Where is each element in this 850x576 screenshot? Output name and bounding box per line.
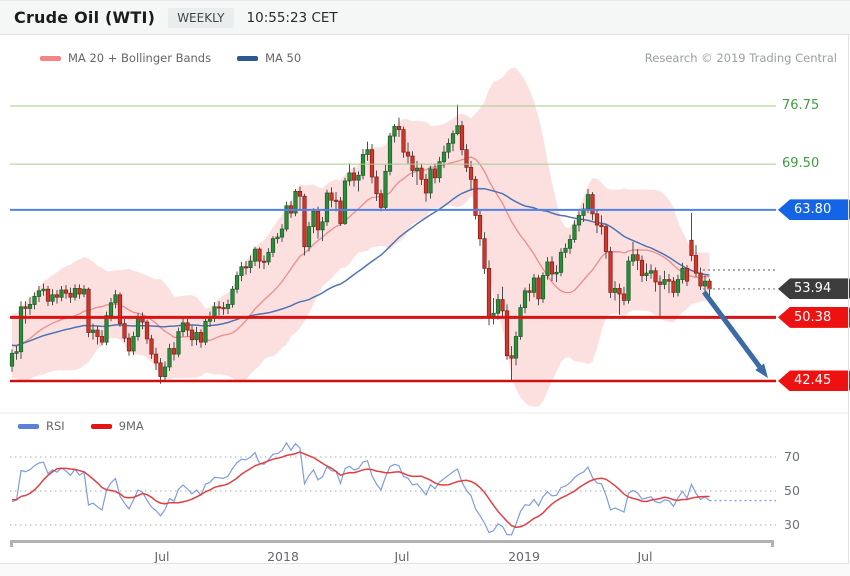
time-range-scrollbar[interactable]	[10, 540, 774, 547]
nine-ma-swatch-icon	[90, 423, 112, 429]
bollinger-band-area	[12, 68, 710, 407]
quote-time: 10:55:23 CET	[246, 9, 338, 26]
bollinger-swatch-icon	[40, 55, 61, 61]
legend-item-bollinger: MA 20 + Bollinger Bands	[40, 51, 211, 65]
candles	[9, 104, 712, 384]
instrument-title: Crude Oil (WTI)	[14, 8, 156, 27]
legend-item-ma50: MA 50	[237, 51, 301, 65]
rsi-line	[11, 441, 710, 536]
ma20-line	[11, 156, 710, 347]
timeframe-badge: WEEKLY	[168, 7, 234, 28]
legend-label: 9MA	[118, 419, 144, 433]
ma50-line	[11, 187, 710, 347]
research-credit: Research © 2019 Trading Central	[644, 51, 837, 65]
main-legend: MA 20 + Bollinger Bands MA 50	[40, 51, 301, 65]
legend-label: MA 50	[265, 51, 302, 65]
bottom-strip	[0, 564, 850, 576]
legend-item-rsi: RSI	[18, 419, 65, 433]
projection-arrow-head	[755, 363, 768, 378]
rsi-9ma-line	[11, 451, 710, 529]
projection-arrow-shaft	[701, 290, 762, 369]
chart-header: Crude Oil (WTI) WEEKLY 10:55:23 CET	[0, 0, 850, 35]
ma50-swatch-icon	[237, 55, 259, 61]
legend-item-9ma: 9MA	[90, 419, 144, 433]
legend-label: RSI	[46, 419, 65, 433]
legend-label: MA 20 + Bollinger Bands	[68, 51, 212, 65]
rsi-swatch-icon	[18, 423, 39, 429]
rsi-legend: RSI 9MA	[18, 419, 144, 433]
